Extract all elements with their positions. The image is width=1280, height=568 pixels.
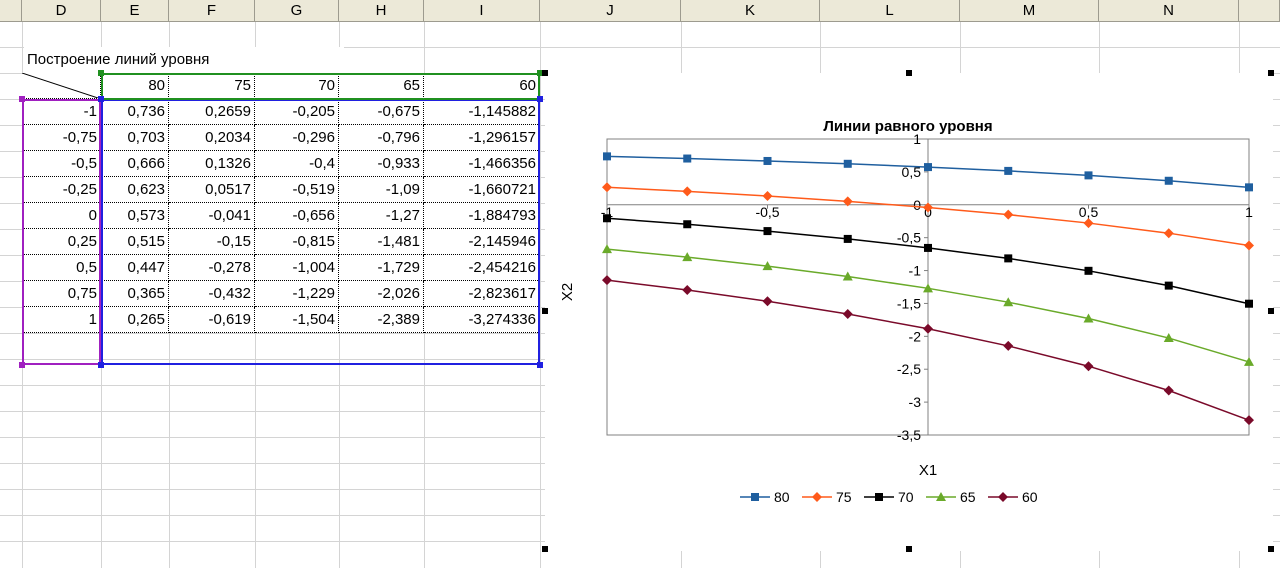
data-point	[812, 492, 822, 502]
data-point	[683, 220, 691, 228]
y-tick-label: -1	[909, 263, 922, 279]
selection-range-x	[22, 99, 101, 365]
col-header-o[interactable]	[1239, 0, 1280, 22]
col-header-f[interactable]: F	[169, 0, 255, 22]
x-tick-label: -0,5	[755, 204, 779, 220]
x-tick-label: 1	[1245, 204, 1253, 220]
selection-range-values	[101, 99, 540, 365]
data-point	[844, 160, 852, 168]
data-point	[1245, 183, 1253, 191]
legend-item-70: 70	[864, 489, 914, 505]
y-tick-label: 1	[913, 131, 921, 147]
data-point	[998, 492, 1008, 502]
data-point	[1004, 167, 1012, 175]
col-header-h[interactable]: H	[339, 0, 424, 22]
col-corner[interactable]	[0, 0, 22, 22]
chart-resize-handle[interactable]	[1268, 308, 1274, 314]
data-point	[1085, 171, 1093, 179]
y-tick-label: -2,5	[897, 361, 921, 377]
chart-resize-handle[interactable]	[1268, 546, 1274, 552]
x-axis-title: X1	[919, 462, 937, 479]
chart-resize-handle[interactable]	[542, 308, 548, 314]
y-tick-label: -1,5	[897, 295, 921, 311]
y-tick-label: -3	[909, 394, 922, 410]
col-header-i[interactable]: I	[424, 0, 540, 22]
chart-title: Линии равного уровня	[823, 118, 992, 135]
range-handle[interactable]	[98, 96, 104, 102]
legend-item-60: 60	[988, 489, 1038, 505]
chart-resize-handle[interactable]	[542, 70, 548, 76]
data-point	[924, 244, 932, 252]
data-point	[844, 235, 852, 243]
y-tick-label: -0,5	[897, 230, 921, 246]
data-point	[875, 493, 883, 501]
col-header-g[interactable]: G	[255, 0, 339, 22]
data-point	[764, 157, 772, 165]
col-header-j[interactable]: J	[540, 0, 681, 22]
range-handle[interactable]	[19, 96, 25, 102]
selection-range-header	[101, 73, 540, 100]
data-point	[1004, 254, 1012, 262]
legend-item-65: 65	[926, 489, 976, 505]
data-point	[603, 214, 611, 222]
col-header-k[interactable]: K	[681, 0, 820, 22]
legend-label: 65	[960, 489, 976, 505]
legend-item-80: 80	[740, 489, 790, 505]
table-title-cell[interactable]: Построение линий уровня	[24, 47, 344, 73]
legend-label: 80	[774, 489, 790, 505]
y-tick-label: -3,5	[897, 427, 921, 443]
range-handle[interactable]	[98, 70, 104, 76]
legend-label: 60	[1022, 489, 1038, 505]
y-tick-label: 0	[913, 197, 921, 213]
chart-resize-handle[interactable]	[906, 546, 912, 552]
legend-label: 70	[898, 489, 914, 505]
data-point	[751, 493, 759, 501]
col-header-e[interactable]: E	[101, 0, 169, 22]
col-header-n[interactable]: N	[1099, 0, 1239, 22]
chart-resize-handle[interactable]	[542, 546, 548, 552]
corner-diagonal-cell[interactable]	[22, 73, 101, 99]
data-point	[1165, 177, 1173, 185]
y-axis-title: X2	[559, 283, 576, 301]
data-point	[1165, 282, 1173, 290]
y-tick-label: -2	[909, 328, 922, 344]
chart-resize-handle[interactable]	[906, 70, 912, 76]
range-handle[interactable]	[19, 362, 25, 368]
data-point	[1245, 300, 1253, 308]
line-chart[interactable]: Линии равного уровня 1 0,5 0 -0,5 -1 -1,5 -2 -2…	[540, 70, 1280, 560]
chart-legend[interactable]: 80 75 70 65 60	[740, 489, 1038, 505]
data-point	[764, 227, 772, 235]
x-tick-label: 0,5	[1079, 204, 1099, 220]
legend-item-75: 75	[802, 489, 852, 505]
legend-label: 75	[836, 489, 852, 505]
col-header-l[interactable]: L	[820, 0, 960, 22]
chart-resize-handle[interactable]	[1268, 70, 1274, 76]
data-point	[924, 163, 932, 171]
data-point	[683, 155, 691, 163]
data-point	[603, 152, 611, 160]
diagonal-line-icon	[22, 73, 101, 99]
col-header-d[interactable]: D	[22, 0, 101, 22]
range-handle[interactable]	[98, 362, 104, 368]
data-point	[1085, 267, 1093, 275]
col-header-m[interactable]: M	[960, 0, 1099, 22]
